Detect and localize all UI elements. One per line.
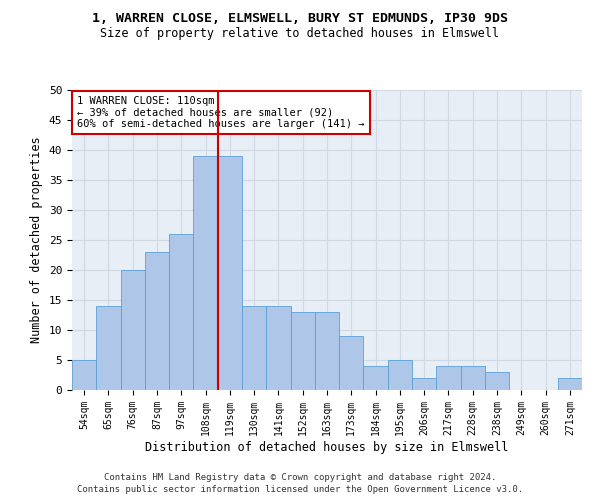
Text: 1 WARREN CLOSE: 110sqm
← 39% of detached houses are smaller (92)
60% of semi-det: 1 WARREN CLOSE: 110sqm ← 39% of detached… <box>77 96 365 129</box>
Bar <box>461 366 485 390</box>
Bar <box>218 156 242 390</box>
Bar <box>412 378 436 390</box>
Bar <box>315 312 339 390</box>
Y-axis label: Number of detached properties: Number of detached properties <box>30 136 43 344</box>
Bar <box>169 234 193 390</box>
Bar <box>485 372 509 390</box>
Bar <box>339 336 364 390</box>
Text: Contains public sector information licensed under the Open Government Licence v3: Contains public sector information licen… <box>77 485 523 494</box>
Bar <box>145 252 169 390</box>
Bar <box>96 306 121 390</box>
Bar <box>290 312 315 390</box>
Bar <box>72 360 96 390</box>
Bar <box>193 156 218 390</box>
Bar <box>364 366 388 390</box>
Text: Size of property relative to detached houses in Elmswell: Size of property relative to detached ho… <box>101 28 499 40</box>
Text: 1, WARREN CLOSE, ELMSWELL, BURY ST EDMUNDS, IP30 9DS: 1, WARREN CLOSE, ELMSWELL, BURY ST EDMUN… <box>92 12 508 26</box>
Bar <box>436 366 461 390</box>
Bar <box>121 270 145 390</box>
Bar <box>266 306 290 390</box>
Bar <box>558 378 582 390</box>
Text: Contains HM Land Registry data © Crown copyright and database right 2024.: Contains HM Land Registry data © Crown c… <box>104 472 496 482</box>
Bar <box>388 360 412 390</box>
Bar <box>242 306 266 390</box>
X-axis label: Distribution of detached houses by size in Elmswell: Distribution of detached houses by size … <box>145 440 509 454</box>
